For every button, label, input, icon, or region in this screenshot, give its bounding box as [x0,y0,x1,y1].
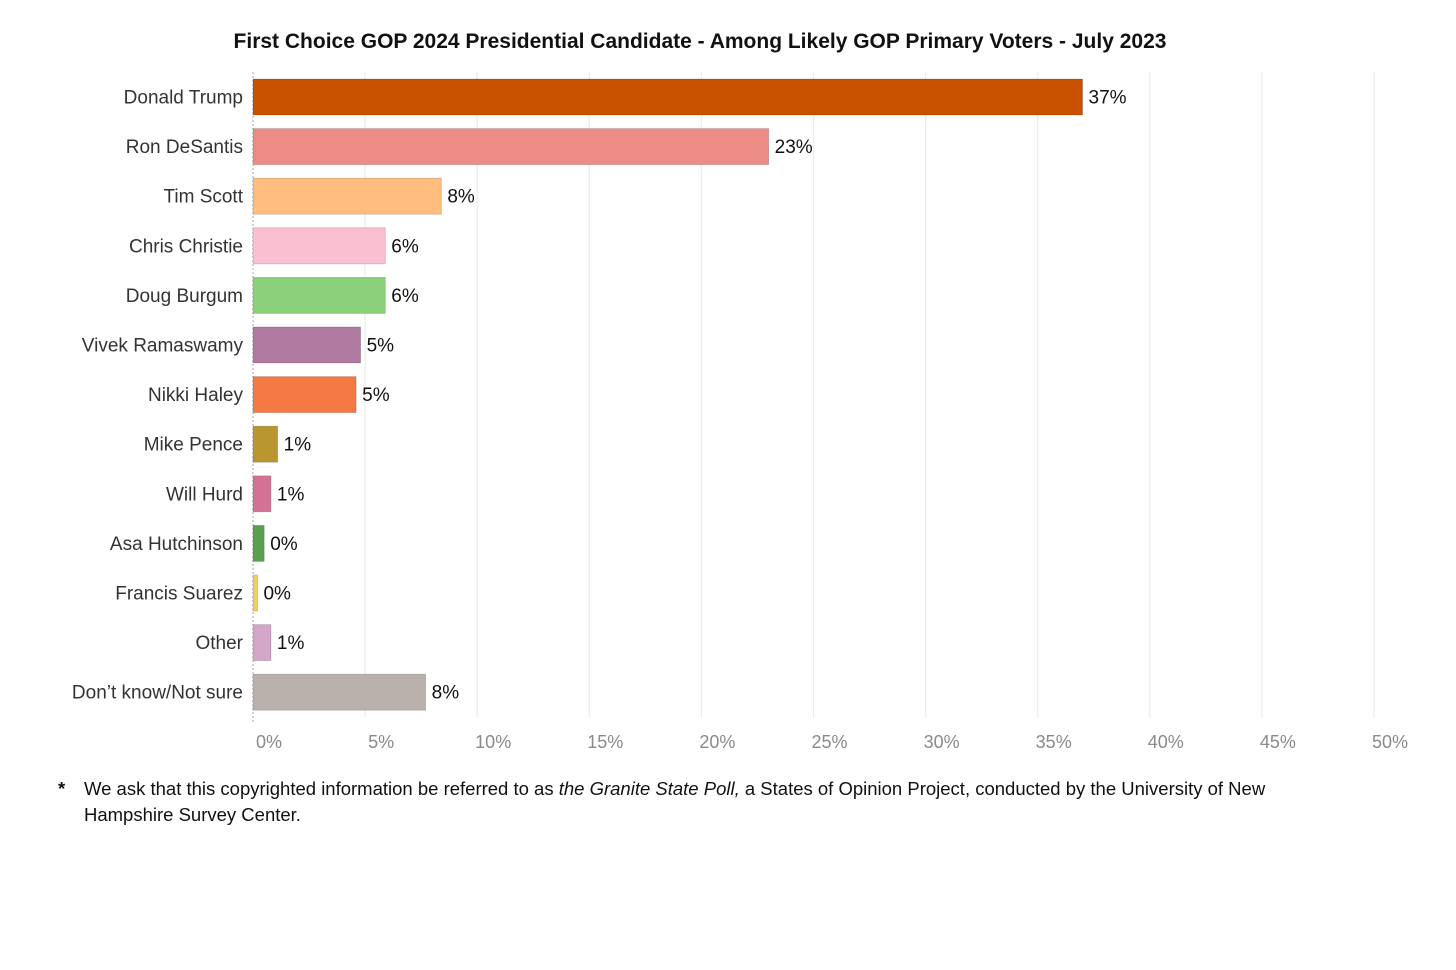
bar [252,425,279,463]
bar-chart: 0% 5% 10% 15% 20% 25% 30% 35% 40% 45% 50% Donald Tr… [72,72,1408,753]
category-label: Don’t know/Not sure [72,683,243,704]
category-label: Chris Christie [129,236,243,257]
x-tick-label: 15% [587,732,623,752]
labels: 0% 5% 10% 15% 20% 25% 30% 35% 40% 45% 50% Donald Tr… [72,88,1408,753]
x-tick-label: 30% [924,732,960,752]
bar [252,78,1083,116]
x-tick-label: 35% [1036,732,1072,752]
data-label: 23% [775,137,813,158]
bar [252,326,362,364]
category-label: Asa Hutchinson [110,534,243,555]
bars [252,78,1083,711]
category-label: Ron DeSantis [126,137,243,158]
bar [252,227,386,265]
category-label: Doug Burgum [126,286,243,307]
data-label: 1% [284,435,312,456]
footnote-marker: * [58,778,66,799]
bar [252,128,770,166]
gridlines [364,72,1375,718]
data-label: 8% [432,683,460,704]
bar [252,673,427,711]
data-label: 37% [1089,88,1127,109]
footnote-text-before: We ask that this copyrighted information… [84,778,559,799]
category-label: Francis Suarez [115,584,243,605]
bar [252,574,258,612]
category-label: Donald Trump [124,88,243,109]
data-label: 6% [391,236,419,257]
data-label: 6% [391,286,419,307]
bar [252,276,386,314]
footnote-text: We ask that this copyrighted information… [84,776,1358,828]
category-label: Will Hurd [166,484,243,505]
data-label: 0% [263,584,291,605]
chart-title: First Choice GOP 2024 Presidential Candi… [233,30,1167,53]
bar [252,624,272,661]
data-label: 0% [270,534,298,555]
x-tick-label: 0% [256,732,282,752]
category-label: Mike Pence [144,435,243,456]
x-tick-label: 25% [811,732,847,752]
data-label: 5% [367,336,395,357]
x-tick-label: 10% [475,732,511,752]
category-label: Tim Scott [163,187,243,208]
footnote-text-italic: the Granite State Poll, [558,778,740,799]
x-tick-label: 40% [1148,732,1184,752]
x-tick-label: 50% [1372,732,1408,752]
data-label: 1% [277,484,305,505]
bar [252,177,442,215]
category-label: Other [195,633,243,654]
bar [252,475,272,513]
footnote: * We ask that this copyrighted informati… [58,776,1358,828]
x-tick-label: 20% [699,732,735,752]
data-label: 5% [362,385,390,406]
category-label: Vivek Ramaswamy [82,336,244,357]
x-tick-label: 5% [368,732,394,752]
data-label: 1% [277,633,305,654]
category-label: Nikki Haley [148,385,244,406]
bar [252,376,357,414]
data-label: 8% [447,187,475,208]
x-tick-label: 45% [1260,732,1296,752]
footnote-text-after: a States of Opinion Project, conducted b… [84,778,1266,825]
bar [252,525,265,562]
